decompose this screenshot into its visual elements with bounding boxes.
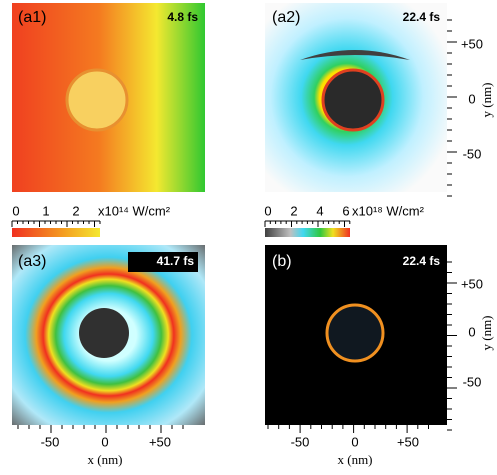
colorbar-tick: 4 bbox=[316, 203, 323, 218]
figure: (a1) 4.8 fs (a2) 22.4 fs 0 1 2 x10¹⁴ W/c… bbox=[0, 0, 497, 470]
particle bbox=[327, 305, 383, 361]
panel-label: (a1) bbox=[18, 9, 46, 26]
y-tick-label: 0 bbox=[468, 324, 475, 339]
particle bbox=[67, 70, 127, 130]
time-label: 4.8 fs bbox=[167, 10, 198, 24]
x-tick-label: -50 bbox=[291, 434, 310, 449]
panel-label: (b) bbox=[272, 253, 292, 270]
x-tick-label: -50 bbox=[41, 434, 60, 449]
colorbar-unit: x10¹⁴ W/cm² bbox=[98, 203, 171, 218]
y-tick-label: -50 bbox=[463, 374, 482, 389]
colorbar-unit: x10¹⁸ W/cm² bbox=[352, 203, 425, 218]
colorbar-tick: 6 bbox=[342, 203, 349, 218]
time-label: 41.7 fs bbox=[157, 254, 195, 268]
particle bbox=[323, 70, 383, 130]
x-tick-label: +50 bbox=[397, 434, 419, 449]
colorbar bbox=[265, 228, 350, 237]
panel-label: (a3) bbox=[18, 253, 46, 270]
y-tick-label: +50 bbox=[461, 276, 483, 291]
colorbar bbox=[12, 228, 100, 237]
y-tick-label: 0 bbox=[468, 91, 475, 106]
y-axis-label: y (nm) bbox=[479, 315, 494, 350]
x-tick-label: 0 bbox=[351, 434, 358, 449]
colorbar-tick: 0 bbox=[12, 203, 19, 218]
x-tick-label: 0 bbox=[101, 434, 108, 449]
time-label: 22.4 fs bbox=[403, 10, 441, 24]
particle bbox=[79, 308, 129, 358]
x-axis-label: x (nm) bbox=[87, 452, 122, 467]
x-axis-label: x (nm) bbox=[337, 452, 372, 467]
y-tick-label: +50 bbox=[461, 36, 483, 51]
time-label: 22.4 fs bbox=[403, 254, 441, 268]
y-axis-label: y (nm) bbox=[479, 82, 494, 117]
colorbar-tick: 0 bbox=[264, 203, 271, 218]
colorbar-tick: 2 bbox=[290, 203, 297, 218]
y-tick-label: -50 bbox=[463, 146, 482, 161]
colorbar-tick: 1 bbox=[42, 203, 49, 218]
colorbar-tick: 2 bbox=[72, 203, 79, 218]
x-tick-label: +50 bbox=[149, 434, 171, 449]
panel-label: (a2) bbox=[272, 9, 300, 26]
